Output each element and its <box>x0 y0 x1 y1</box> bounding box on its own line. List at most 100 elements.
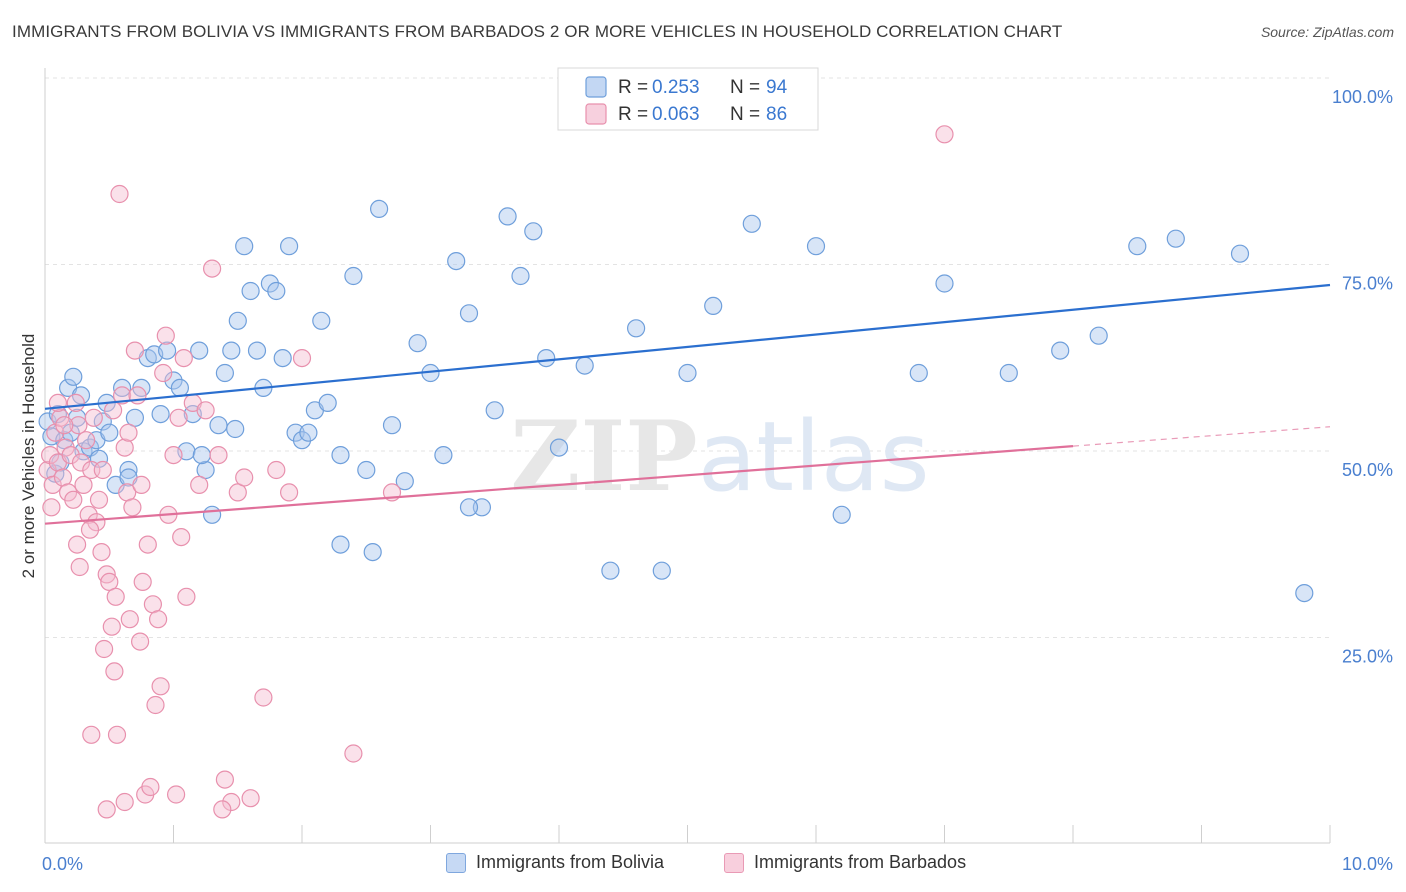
trend-line-1 <box>44 445 1074 525</box>
data-point <box>149 610 168 629</box>
data-point <box>70 557 89 577</box>
data-point <box>170 378 189 397</box>
data-point <box>177 587 196 606</box>
data-point <box>132 475 151 494</box>
watermark: ZIPatlas <box>510 400 929 513</box>
data-point <box>93 412 112 431</box>
data-point <box>110 184 129 204</box>
data-point <box>370 199 389 218</box>
data-point <box>742 214 761 233</box>
data-point <box>120 610 139 629</box>
data-point <box>1089 326 1108 345</box>
chart-title: IMMIGRANTS FROM BOLIVIA VS IMMIGRANTS FR… <box>12 22 1063 41</box>
data-point <box>172 527 191 547</box>
data-point <box>209 446 228 465</box>
data-point <box>832 505 851 524</box>
grid-lines <box>45 77 1330 638</box>
data-point <box>678 363 697 383</box>
data-point <box>71 453 91 472</box>
stats-r-value: 0.253 <box>652 77 700 98</box>
data-point <box>87 513 106 532</box>
data-point <box>215 770 234 789</box>
data-point <box>909 363 928 383</box>
data-point <box>156 326 175 345</box>
data-point <box>64 490 83 509</box>
y-tick-label: 75.0% <box>1342 274 1393 294</box>
data-point <box>459 304 479 323</box>
data-point <box>357 460 376 480</box>
data-point <box>235 468 254 487</box>
data-point <box>312 311 331 330</box>
data-point <box>74 475 93 494</box>
y-tick-label: 100.0% <box>1332 87 1393 107</box>
stats-n-label: N = <box>730 77 760 98</box>
data-point <box>164 371 183 390</box>
data-point <box>408 334 427 353</box>
data-point <box>131 632 150 651</box>
trend-lines <box>44 283 1331 525</box>
legend-item-barbados[interactable]: Immigrants from Barbados <box>724 852 966 873</box>
data-point <box>498 207 517 226</box>
data-point <box>447 252 466 271</box>
data-point <box>82 725 101 744</box>
data-point <box>43 475 62 494</box>
stats-n-value: 94 <box>766 77 788 98</box>
data-point <box>1230 244 1250 263</box>
stats-legend: R = 0.253 N = 94 R = 0.063 N = 86 <box>557 67 819 131</box>
data-point <box>112 378 132 397</box>
series-barbados-points <box>38 125 954 819</box>
data-point <box>382 416 402 435</box>
data-point <box>222 341 241 360</box>
data-point <box>61 446 80 465</box>
data-point <box>999 363 1018 383</box>
data-point <box>67 535 87 554</box>
watermark-text: ZIPatlas <box>510 400 929 513</box>
data-point <box>1051 341 1070 360</box>
data-point <box>537 349 556 368</box>
data-point <box>115 792 134 812</box>
data-point <box>115 438 134 457</box>
legend-label-barbados: Immigrants from Barbados <box>754 852 967 872</box>
data-point <box>292 349 312 368</box>
data-point <box>247 341 267 360</box>
data-point <box>1295 583 1314 603</box>
data-point <box>97 800 116 819</box>
data-point <box>626 319 646 338</box>
data-point <box>235 237 254 256</box>
y-tick-label: 25.0% <box>1342 647 1393 667</box>
stats-swatch-1 <box>585 103 607 125</box>
data-point <box>286 423 305 442</box>
data-point <box>164 446 183 465</box>
data-point <box>167 785 186 804</box>
data-point <box>213 800 232 819</box>
data-point <box>103 401 123 420</box>
data-point <box>190 341 209 360</box>
data-point <box>254 688 273 707</box>
data-point <box>806 237 826 256</box>
legend-item-bolivia[interactable]: Immigrants from Bolivia <box>446 852 664 873</box>
data-point <box>228 311 247 330</box>
data-point <box>935 125 954 144</box>
data-point <box>292 431 312 450</box>
data-point <box>472 498 491 517</box>
stats-n-value: 86 <box>766 104 787 125</box>
data-point <box>154 363 173 383</box>
data-point <box>1166 229 1185 248</box>
data-point <box>106 587 125 606</box>
data-point <box>331 535 350 554</box>
data-point <box>260 274 279 293</box>
data-point <box>158 341 177 360</box>
data-point <box>123 498 142 517</box>
data-point <box>93 460 112 480</box>
data-point <box>102 617 121 636</box>
data-point <box>280 483 299 502</box>
data-point <box>151 677 170 696</box>
trend-line-0 <box>44 283 1331 410</box>
bottom-legend: Immigrants from Bolivia Immigrants from … <box>0 850 1406 880</box>
data-point <box>299 423 318 442</box>
stats-swatch-0 <box>585 76 607 98</box>
data-point <box>112 386 132 405</box>
x-tick-label-max: 10.0% <box>1342 854 1393 874</box>
data-point <box>459 498 479 517</box>
data-point <box>344 744 363 763</box>
